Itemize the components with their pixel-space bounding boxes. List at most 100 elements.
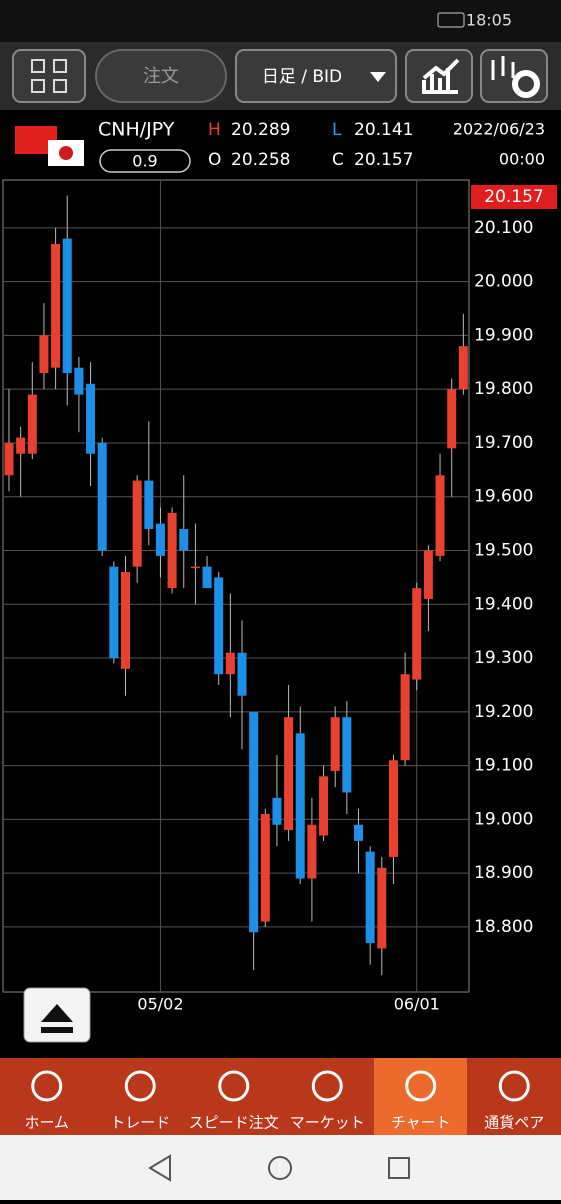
candle-body: [62, 238, 72, 374]
candle-body: [307, 824, 317, 879]
nav-label[interactable]: ホーム: [24, 1114, 69, 1132]
nav-icon: [31, 1070, 63, 1102]
settings-button[interactable]: [480, 49, 548, 103]
menu-button[interactable]: [12, 49, 86, 103]
order-label: 注文: [143, 66, 179, 87]
candle-body: [51, 243, 61, 368]
period-dropdown[interactable]: [235, 49, 397, 103]
candle-body: [330, 717, 340, 771]
y-tick-label: 19.600: [474, 487, 533, 507]
candle-body: [342, 717, 352, 793]
candle-body: [319, 776, 329, 836]
y-tick-label: 19.400: [474, 594, 533, 614]
flag-jp-sun: [59, 146, 73, 160]
candle-body: [447, 389, 457, 449]
spread: 0.9: [132, 152, 157, 171]
high: 20.289: [231, 120, 290, 140]
nav-icon: [405, 1070, 437, 1102]
candle-body: [167, 512, 177, 589]
dropdown-arrow: [370, 72, 386, 82]
candle-body: [86, 383, 96, 454]
candle-body: [272, 797, 282, 825]
candle-body: [365, 851, 375, 944]
y-tick-label: 18.800: [474, 917, 533, 937]
candle-body: [354, 824, 363, 841]
y-tick-label: 19.000: [474, 809, 533, 829]
nav-label[interactable]: マーケット: [290, 1114, 365, 1132]
candle-body: [377, 867, 387, 949]
candle-body: [435, 475, 445, 556]
period-label: 日足 / BID: [262, 67, 342, 87]
candle-body: [97, 442, 107, 551]
candle-body: [155, 523, 165, 556]
x-tick-label: 06/01: [394, 995, 440, 1014]
candle-body: [27, 394, 37, 454]
recent-button[interactable]: [388, 1157, 410, 1179]
candle-body: [4, 442, 14, 476]
candle-body: [74, 367, 84, 395]
order-button[interactable]: [95, 49, 227, 103]
candle-body: [179, 528, 189, 551]
battery: [437, 12, 465, 28]
candle-body: [260, 814, 270, 922]
system-nav: [0, 1135, 561, 1200]
y-tick-label: 20.100: [474, 218, 533, 238]
low-label: L: [332, 120, 342, 140]
y-tick-label: 18.900: [474, 863, 533, 883]
y-tick-label: 19.800: [474, 379, 533, 399]
candle-body: [388, 760, 398, 858]
high-label: H: [208, 120, 221, 140]
nav-label[interactable]: 通貨ペア: [484, 1114, 544, 1132]
y-tick-label: 19.500: [474, 541, 533, 561]
candle-body: [284, 717, 294, 831]
close-label: C: [332, 150, 344, 170]
y-tick-label: 19.300: [474, 648, 533, 668]
y-tick-label: 20.000: [474, 272, 533, 292]
candle-body: [39, 335, 49, 374]
x-tick-label: 05/02: [137, 995, 183, 1014]
y-tick-label: 19.900: [474, 325, 533, 345]
candle-body: [121, 572, 130, 669]
spread-box: [99, 149, 191, 173]
candle-body: [225, 652, 235, 675]
clock: 18:05: [466, 11, 512, 30]
y-tick-label: 19.700: [474, 433, 533, 453]
pair: CNH/JPY: [98, 119, 175, 141]
candle-body: [144, 480, 154, 529]
candle-body: [237, 652, 247, 696]
nav-label[interactable]: チャート: [391, 1114, 451, 1132]
bottom-nav: [0, 1058, 561, 1135]
nav-icon: [498, 1070, 530, 1102]
candle-body: [190, 566, 200, 569]
y-tick-label: 19.200: [474, 702, 533, 722]
open-label: O: [208, 150, 221, 170]
nav-label[interactable]: スピード注文: [189, 1114, 279, 1132]
candle-body: [295, 733, 305, 879]
candle-body: [109, 566, 119, 659]
open: 20.258: [231, 150, 290, 170]
back-button[interactable]: [148, 1154, 171, 1182]
y-tick-label: 19.100: [474, 756, 533, 776]
last-price: 20.157: [484, 187, 543, 207]
candle-body: [458, 346, 468, 390]
indicator-button[interactable]: [405, 49, 473, 103]
eject-button[interactable]: [23, 987, 91, 1043]
candle-body: [400, 674, 410, 761]
last-price-tag: [471, 185, 557, 209]
nav-label[interactable]: トレード: [110, 1114, 170, 1132]
date: 2022/06/23: [453, 120, 545, 139]
status-bar: [0, 0, 561, 42]
home-button[interactable]: [268, 1156, 292, 1180]
nav-icon: [311, 1070, 343, 1102]
low: 20.141: [354, 120, 413, 140]
candle-body: [202, 566, 212, 589]
candle-body: [249, 711, 259, 933]
time: 00:00: [499, 150, 545, 169]
candle-body: [423, 550, 433, 599]
close: 20.157: [354, 150, 413, 170]
candle-body: [214, 577, 224, 675]
candle-body: [132, 480, 142, 567]
plot-area: [2, 179, 470, 993]
